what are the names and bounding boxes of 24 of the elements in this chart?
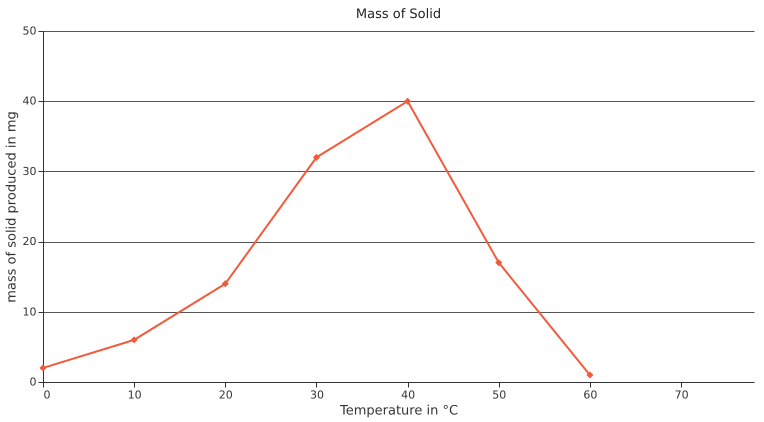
x-tick-label: 50 <box>492 388 506 402</box>
x-tick-label: 60 <box>583 388 598 402</box>
x-tick-label: 10 <box>128 388 142 402</box>
chart-title: Mass of Solid <box>356 7 442 22</box>
y-tick-label: 50 <box>22 24 36 38</box>
y-tick-label: 20 <box>22 235 36 248</box>
point <box>312 154 320 161</box>
y-tick-label: 10 <box>22 305 36 318</box>
x-tick-label: 40 <box>401 388 416 402</box>
y-tick-label: 40 <box>22 94 36 108</box>
y-axis-title: mass of solid produced in mg <box>4 111 20 303</box>
y-tick-label: 0 <box>30 376 36 388</box>
point <box>222 280 229 288</box>
point <box>404 98 412 105</box>
y-tick-label: 30 <box>22 164 36 178</box>
x-tick-label: 0 <box>44 388 50 402</box>
point <box>39 364 47 372</box>
x-tick-label: 20 <box>218 388 233 402</box>
point <box>130 336 138 344</box>
x-axis-title: Temperature in °C <box>338 404 458 418</box>
x-tick-label: 70 <box>674 388 689 402</box>
x-tick-label: 30 <box>310 388 324 402</box>
point <box>586 371 594 379</box>
point <box>495 259 502 266</box>
